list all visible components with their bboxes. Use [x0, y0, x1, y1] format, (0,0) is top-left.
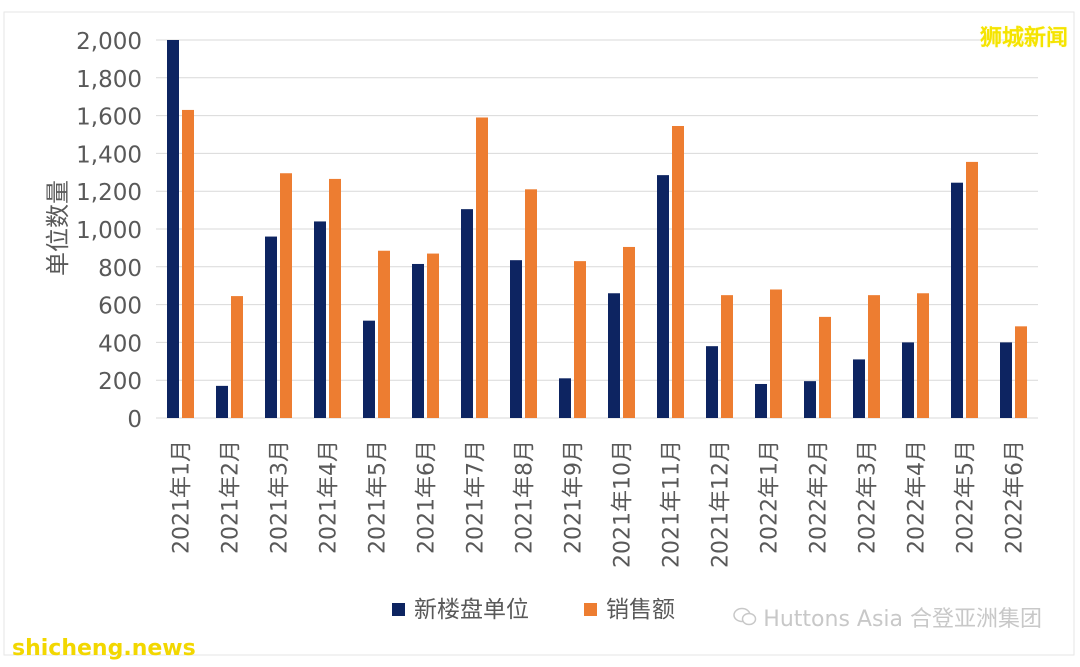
- bar-units: [265, 236, 277, 418]
- chart-border: [3, 11, 1075, 656]
- bar-units: [167, 40, 179, 418]
- legend-label: 新楼盘单位: [414, 597, 529, 623]
- y-tick-label: 800: [98, 256, 142, 282]
- bars: [167, 40, 1027, 419]
- x-tick-label: 2021年3月: [268, 440, 293, 554]
- bar-sales: [1015, 326, 1027, 418]
- x-tick-label: 2021年2月: [219, 440, 244, 554]
- legend-swatch: [392, 603, 405, 616]
- legend-swatch: [584, 603, 597, 616]
- x-tick-label: 2021年9月: [562, 440, 587, 554]
- bar-sales: [917, 293, 929, 418]
- bar-units: [804, 381, 816, 418]
- bar-sales: [868, 295, 880, 418]
- x-tick-label: 2021年11月: [660, 440, 685, 568]
- bar-sales: [819, 316, 831, 418]
- bar-sales: [966, 161, 978, 418]
- bar-units: [706, 346, 718, 418]
- bar-sales: [721, 295, 733, 418]
- bar-units: [902, 342, 914, 418]
- bar-sales: [574, 261, 586, 418]
- bar-sales: [329, 178, 341, 418]
- y-tick-label: 1,000: [76, 218, 142, 244]
- y-tick-label: 1,800: [76, 67, 142, 93]
- legend: 新楼盘单位 销售额: [392, 597, 675, 623]
- bar-units: [657, 175, 669, 418]
- x-tick-label: 2021年8月: [513, 440, 538, 554]
- bar-sales: [378, 250, 390, 418]
- watermark-top-right: 狮城新闻: [979, 26, 1068, 51]
- legend-label: 销售额: [606, 597, 675, 623]
- x-tick-label: 2021年6月: [415, 440, 440, 554]
- bar-sales: [476, 117, 488, 419]
- bar-sales: [280, 173, 292, 418]
- x-tick-label: 2022年2月: [807, 440, 832, 554]
- bar-units: [755, 383, 767, 418]
- bar-units: [951, 182, 963, 418]
- y-tick-label: 2,000: [76, 29, 142, 55]
- wechat-icon: [733, 607, 757, 626]
- source-watermark: Huttons Asia 合登亚洲集团: [733, 601, 1042, 633]
- bar-sales: [525, 189, 537, 418]
- x-tick-label: 2021年7月: [464, 440, 489, 554]
- x-tick-label: 2021年1月: [170, 440, 195, 554]
- bar-units: [216, 385, 228, 418]
- y-tick-label: 200: [98, 369, 142, 395]
- bar-sales: [672, 125, 684, 419]
- x-tick-label: 2021年4月: [317, 440, 342, 554]
- source-text: Huttons Asia 合登亚洲集团: [763, 607, 1042, 632]
- bar-units: [363, 320, 375, 418]
- x-tick-label: 2022年5月: [954, 440, 979, 554]
- bar-units: [559, 378, 571, 418]
- bar-sales: [623, 246, 635, 418]
- x-tick-label: 2022年1月: [758, 440, 783, 554]
- x-tick-label: 2022年3月: [856, 440, 881, 554]
- y-tick-label: 400: [98, 331, 142, 357]
- bar-units: [608, 293, 620, 418]
- watermark-bottom-left: shicheng.news: [12, 636, 196, 661]
- bar-sales: [231, 296, 243, 418]
- y-tick-label: 0: [127, 407, 142, 433]
- bar-units: [412, 263, 424, 418]
- bar-units: [314, 221, 326, 418]
- x-tick-label: 2021年10月: [611, 440, 636, 568]
- y-tick-label: 600: [98, 294, 142, 320]
- y-axis-tick-labels: 0 200 400 600 800 1,000 1,200 1,400 1,600 1,800 2,…: [76, 29, 142, 433]
- x-tick-label: 2022年4月: [905, 440, 930, 554]
- y-tick-label: 1,600: [76, 105, 142, 131]
- bar-sales: [427, 253, 439, 418]
- bar-sales: [770, 289, 782, 418]
- y-axis-label: 单位数量: [44, 180, 72, 276]
- bar-units: [853, 359, 865, 418]
- bar-sales: [182, 109, 194, 419]
- x-axis-tick-labels: 2021年1月 2021年2月 2021年3月 2021年4月 2021年5月 2021年…: [170, 440, 1028, 568]
- x-tick-label: 2021年5月: [366, 440, 391, 554]
- gridlines: [156, 39, 1038, 419]
- bar-units: [510, 260, 522, 418]
- x-tick-label: 2022年6月: [1003, 440, 1028, 554]
- y-tick-label: 1,200: [76, 180, 142, 206]
- x-tick-label: 2021年12月: [709, 440, 734, 568]
- bar-units: [1000, 342, 1012, 418]
- bar-units: [461, 209, 473, 418]
- y-tick-label: 1,400: [76, 142, 142, 168]
